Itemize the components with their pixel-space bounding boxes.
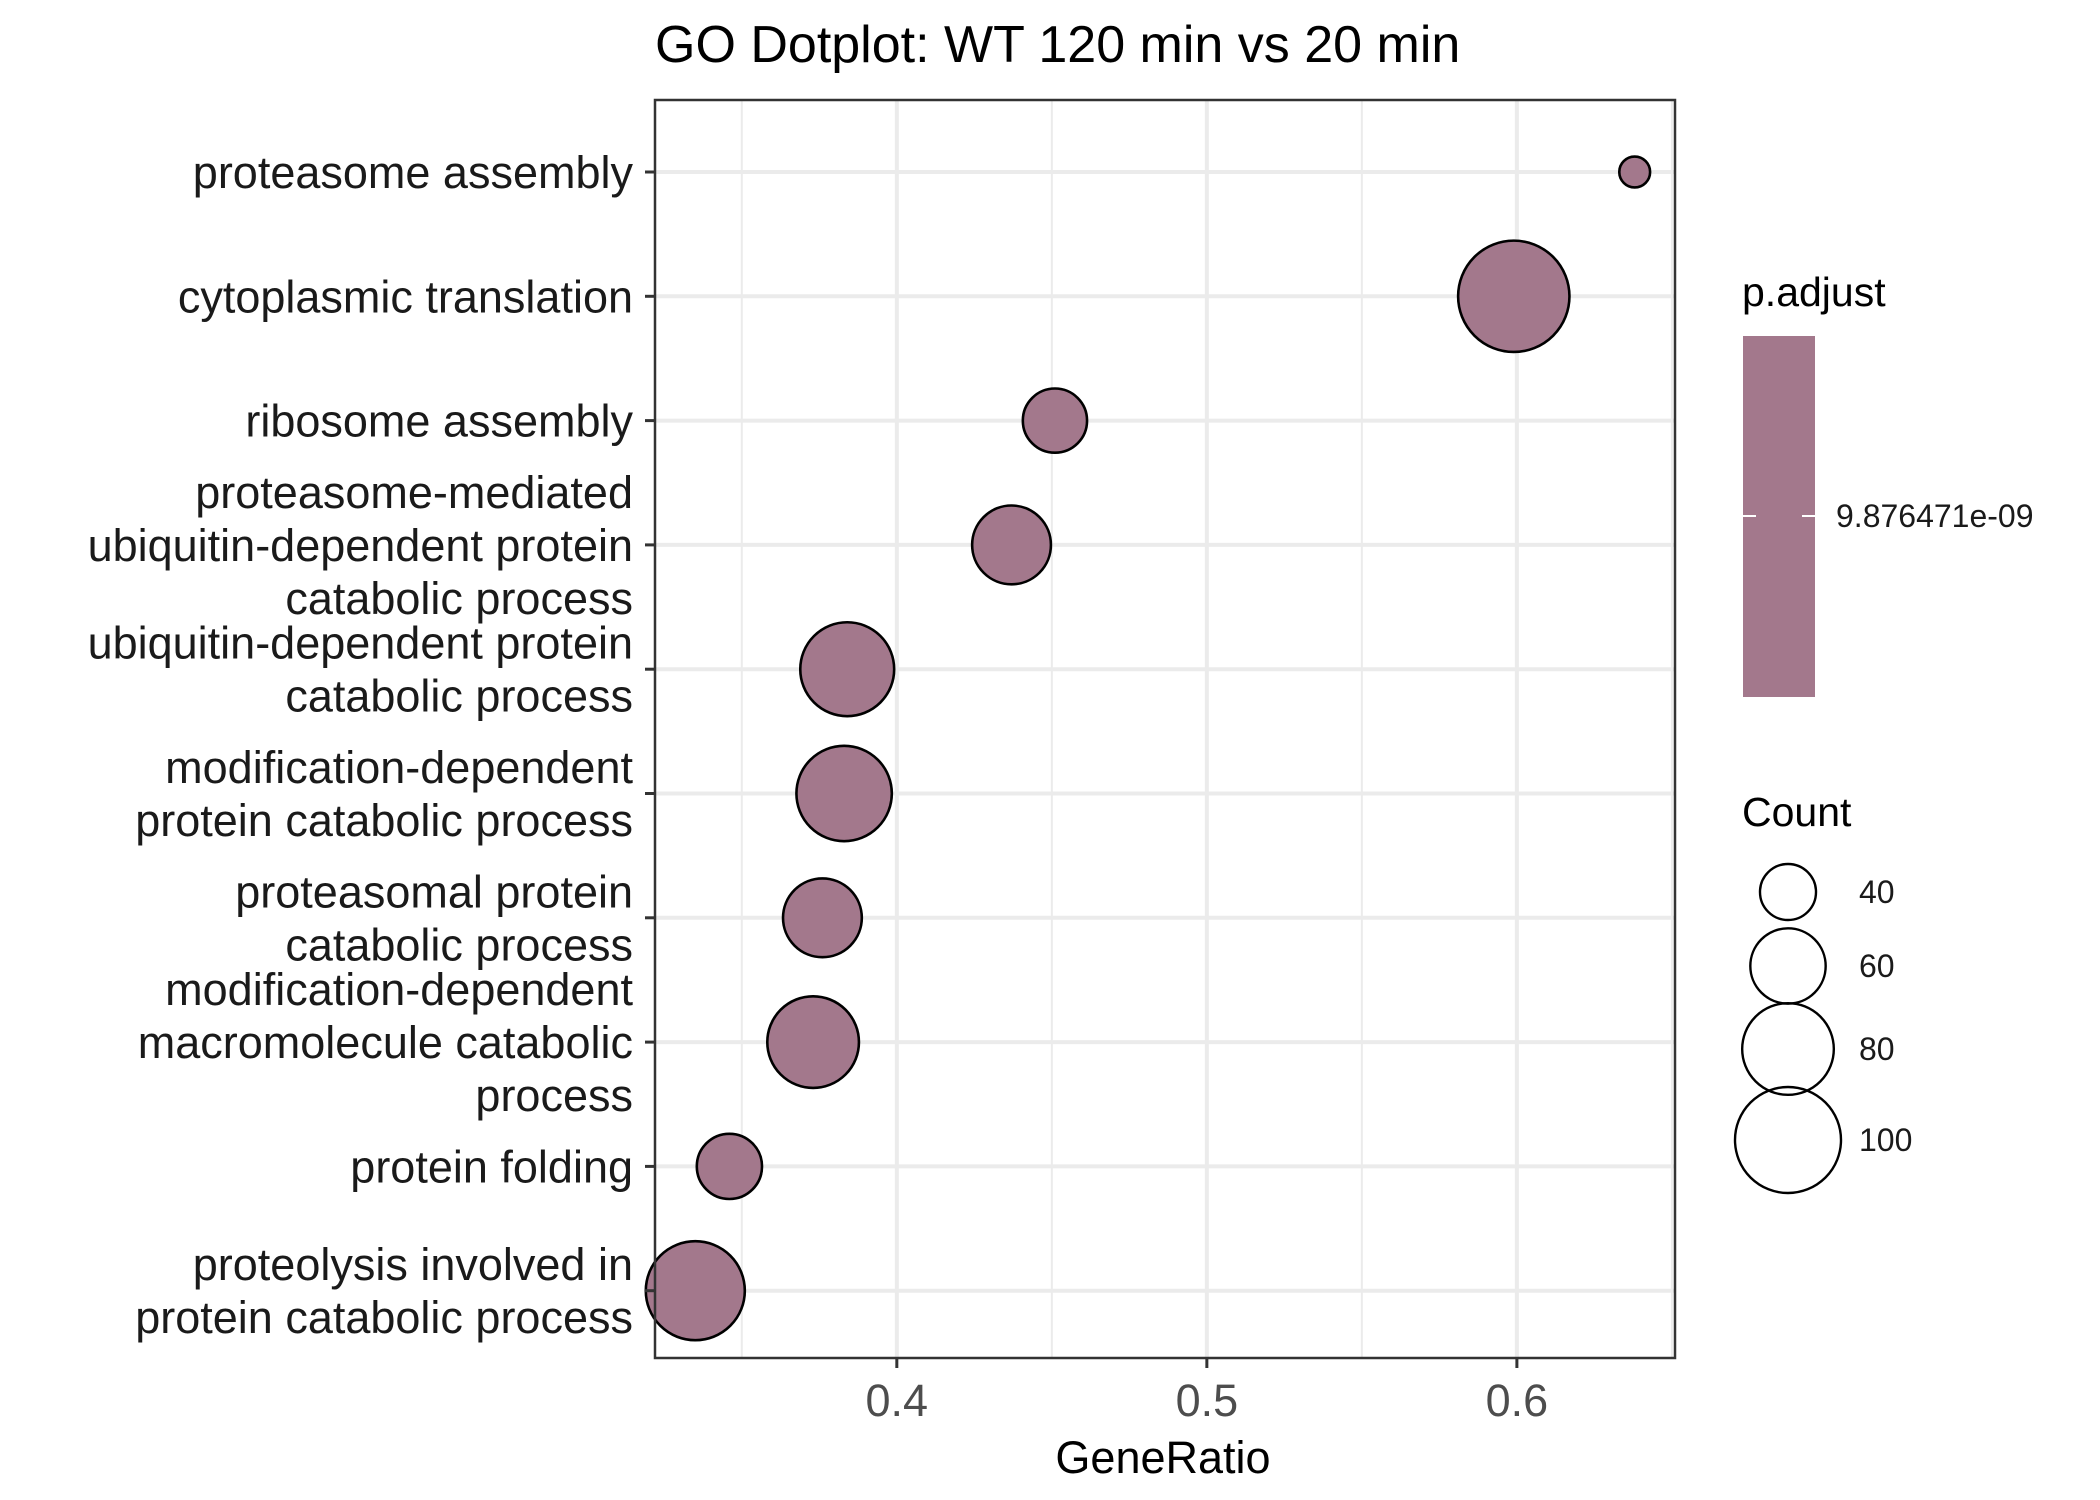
y-axis: proteasome assembly cytoplasmic translati…: [88, 147, 655, 1343]
p-adjust-legend: p.adjust 9.876471e-09: [1742, 269, 2034, 697]
data-point: [798, 620, 896, 718]
data-point: [781, 877, 864, 959]
y-tick-label: proteasomal protein catabolic process: [235, 866, 633, 970]
y-tick-label: ribosome assembly: [245, 396, 633, 447]
plot-panel: [644, 98, 1677, 1360]
data-point: [795, 744, 894, 843]
y-tick-label: cytoplasmic translation: [178, 271, 633, 322]
size-legend-label: 40: [1859, 874, 1895, 910]
y-tick-label: proteasome-mediated ubiquitin-dependent p…: [88, 467, 633, 624]
panel-border: [653, 98, 1677, 1360]
x-axis-title: GeneRatio: [1055, 1432, 1270, 1483]
size-legend-label: 60: [1859, 948, 1895, 984]
size-legend-label: 80: [1859, 1031, 1895, 1067]
data-point: [695, 1132, 764, 1201]
data-point: [644, 1239, 747, 1342]
size-legend-key: [1740, 1001, 1836, 1097]
size-legend-title: Count: [1742, 789, 1852, 835]
chart-title: GO Dotplot: WT 120 min vs 20 min: [655, 16, 1460, 74]
data-point: [1456, 239, 1571, 354]
x-axis: 0.4 0.5 0.6: [866, 1358, 1549, 1426]
y-tick-label: modification-dependent macromolecule cata…: [138, 964, 634, 1121]
count-legend: Count 40 60 80 100: [1733, 789, 1912, 1195]
y-tick-label: proteolysis involved in protein catabolic…: [135, 1239, 633, 1343]
color-legend-title: p.adjust: [1742, 269, 1886, 315]
data-point: [1617, 155, 1652, 189]
size-legend-key: [1758, 862, 1818, 922]
size-legend-key: [1733, 1085, 1843, 1195]
data-point: [970, 504, 1053, 586]
y-tick-label: protein folding: [350, 1141, 633, 1192]
y-tick-label: ubiquitin-dependent protein catabolic pro…: [88, 618, 633, 722]
x-tick-label: 0.5: [1176, 1375, 1239, 1426]
data-point: [765, 994, 861, 1090]
x-tick-label: 0.6: [1486, 1375, 1549, 1426]
size-legend-label: 100: [1859, 1122, 1912, 1158]
data-point: [1021, 387, 1089, 455]
size-legend-key: [1749, 927, 1827, 1005]
y-tick-label: proteasome assembly: [193, 147, 634, 198]
color-legend-label: 9.876471e-09: [1836, 498, 2034, 534]
x-tick-label: 0.4: [866, 1375, 929, 1426]
y-tick-label: modification-dependent protein catabolic …: [135, 742, 633, 846]
